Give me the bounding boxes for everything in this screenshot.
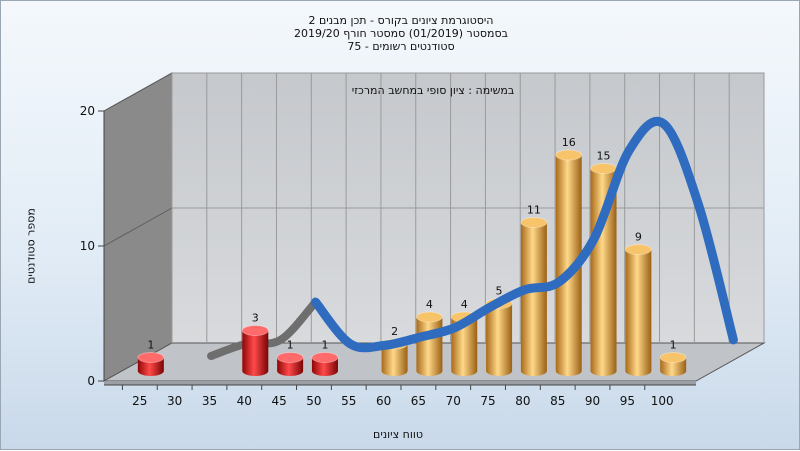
bar-body: [590, 168, 617, 376]
y-tick-label: 0: [87, 374, 95, 388]
bar-85: 16: [555, 136, 583, 376]
bar-body: [520, 222, 547, 376]
bar-cap: [241, 325, 269, 336]
bar-cap: [624, 244, 652, 255]
bar-value-label: 9: [635, 231, 642, 244]
bar-body: [555, 155, 582, 376]
bar-value-label: 1: [287, 339, 294, 352]
x-tick-label: 75: [480, 394, 495, 408]
x-tick-label: 50: [306, 394, 321, 408]
y-axis-label: מספר סטודנטים: [24, 208, 38, 284]
bar-body: [137, 357, 164, 376]
floor-edge: [104, 381, 696, 385]
chart-subtitle-semester: בסמסטר (01/2019) סמסטר חורף 2019/20: [294, 27, 508, 40]
bar-body: [625, 249, 652, 376]
bar-cap: [311, 352, 339, 363]
bar-cap: [137, 352, 165, 363]
x-tick-label: 85: [550, 394, 565, 408]
bar-95: 9: [624, 231, 652, 376]
chart-title: היסטוגרמת ציונים בקורס - תכן מבנים 2: [308, 14, 494, 27]
x-tick-label: 70: [446, 394, 461, 408]
bar-cap: [276, 352, 304, 363]
x-tick-label: 100: [651, 394, 674, 408]
bar-body: [277, 357, 304, 376]
bar-body: [451, 317, 478, 376]
bar-value-label: 2: [391, 325, 398, 338]
bar-80: 11: [520, 204, 548, 376]
normal-curve: [311, 117, 738, 353]
bar-45: 1: [276, 339, 304, 376]
bar-value-label: 1: [147, 339, 154, 352]
chart-subtitle-students: סטודנטים רשומים - 75: [347, 40, 455, 53]
bar-cap: [590, 163, 618, 174]
x-tick-label: 35: [202, 394, 217, 408]
bar-value-label: 1: [670, 339, 677, 352]
x-tick-label: 30: [167, 394, 182, 408]
bar-body: [660, 357, 687, 376]
bar-cap: [415, 311, 443, 323]
x-tick-label: 95: [620, 394, 635, 408]
bar-body: [311, 357, 338, 376]
gridline-side: [103, 207, 173, 247]
bar-cap: [659, 352, 687, 363]
x-tick-label: 90: [585, 394, 600, 408]
y-tick-label: 20: [80, 104, 95, 118]
x-tick-label: 55: [341, 394, 356, 408]
bar-value-label: 3: [252, 312, 259, 325]
bar-value-label: 11: [527, 204, 541, 217]
x-tick-label: 40: [237, 394, 252, 408]
bar-body: [486, 303, 513, 376]
bar-40: 3: [241, 312, 269, 376]
bar-value-label: 5: [496, 285, 503, 298]
bar-body: [242, 330, 269, 376]
gridline-side: [103, 72, 173, 112]
bar-cap: [555, 149, 583, 161]
bar-body: [416, 317, 443, 376]
bar-100: 1: [659, 339, 687, 376]
bar-value-label: 4: [426, 298, 433, 311]
x-tick-label: 45: [271, 394, 286, 408]
bar-50: 1: [311, 339, 339, 376]
bar-value-label: 4: [461, 298, 468, 311]
bar-value-label: 1: [321, 339, 328, 352]
x-tick-label: 25: [132, 394, 147, 408]
x-axis-label: טווח ציונים: [373, 428, 423, 441]
bar-25: 1: [137, 339, 165, 376]
x-tick-label: 65: [411, 394, 426, 408]
bar-value-label: 16: [562, 136, 576, 149]
y-tick-label: 10: [80, 239, 95, 253]
bar-cap: [520, 217, 548, 228]
x-tick-label: 60: [376, 394, 391, 408]
chart-annotation: במשימה : ציון סופי במחשב המרכזי: [352, 84, 515, 97]
bar-body: [381, 344, 408, 376]
x-tick-label: 80: [515, 394, 530, 408]
bar-value-label: 15: [597, 150, 611, 163]
